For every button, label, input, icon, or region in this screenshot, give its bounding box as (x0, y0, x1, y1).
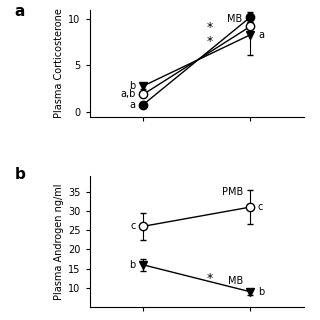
Text: b: b (130, 81, 136, 91)
Text: *: * (206, 35, 213, 48)
Text: PMB: PMB (222, 188, 243, 197)
Text: a: a (130, 100, 136, 110)
Text: a: a (15, 4, 25, 19)
Y-axis label: Plasma Corticosterone: Plasma Corticosterone (54, 8, 64, 118)
Text: c: c (258, 202, 263, 212)
Text: c: c (130, 221, 136, 231)
Text: *: * (206, 272, 213, 285)
Text: MB: MB (227, 13, 242, 24)
Text: b: b (130, 260, 136, 270)
Text: *: * (206, 21, 213, 34)
Text: a,b: a,b (120, 89, 136, 100)
Text: b: b (258, 287, 264, 297)
Text: a: a (258, 30, 264, 40)
Y-axis label: Plasma Androgen ng/ml: Plasma Androgen ng/ml (54, 183, 64, 300)
Text: b: b (15, 167, 25, 182)
Text: MB: MB (228, 276, 243, 286)
